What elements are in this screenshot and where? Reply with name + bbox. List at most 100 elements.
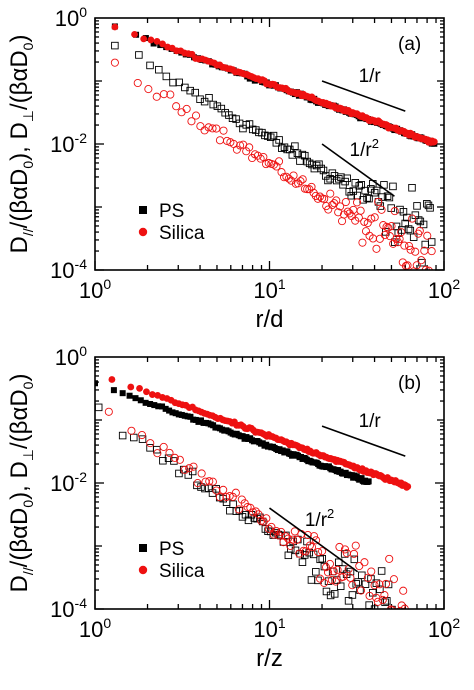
data-point xyxy=(212,124,221,133)
data-point xyxy=(373,597,382,606)
data-point xyxy=(374,197,383,206)
data-point xyxy=(118,431,127,440)
x-tick-label-exp: 2 xyxy=(452,276,460,292)
data-point xyxy=(281,532,290,541)
x-tick-label-exp: 1 xyxy=(278,615,286,631)
y-label-sub: 0 xyxy=(20,161,36,169)
data-point xyxy=(370,213,379,222)
x-tick-label-exp: 0 xyxy=(103,615,111,631)
data-point xyxy=(172,410,179,417)
y-tick-label-exp: 0 xyxy=(79,343,87,359)
data-point xyxy=(264,524,273,533)
data-point xyxy=(274,157,284,166)
data-point xyxy=(138,435,147,443)
data-point xyxy=(346,573,355,582)
data-point xyxy=(403,621,410,628)
x-axis-label-text: r/d xyxy=(255,306,283,333)
data-point xyxy=(204,123,213,132)
data-point xyxy=(325,559,335,568)
data-point xyxy=(144,85,153,94)
data-point xyxy=(187,117,196,126)
data-point xyxy=(376,585,384,594)
data-point xyxy=(284,534,293,543)
guide-label-base: 1/r xyxy=(359,411,382,432)
data-point xyxy=(318,554,327,563)
data-point xyxy=(385,232,394,241)
data-point xyxy=(222,136,232,145)
data-point xyxy=(147,401,154,408)
data-point xyxy=(301,151,309,160)
data-point xyxy=(404,483,412,490)
y-label-d: D xyxy=(6,575,33,592)
x-tick-label: 102 xyxy=(428,615,460,642)
data-point xyxy=(349,549,359,558)
data-point xyxy=(196,95,204,103)
data-point xyxy=(259,152,268,162)
guide-line xyxy=(321,80,406,112)
data-point xyxy=(424,201,433,210)
data-point xyxy=(146,61,154,70)
data-point xyxy=(331,577,340,586)
x-tick-label-base: 10 xyxy=(253,617,277,642)
data-point xyxy=(375,580,384,589)
data-point xyxy=(314,547,323,557)
data-point xyxy=(175,411,182,418)
x-tick-label-exp: 0 xyxy=(103,276,111,292)
data-point xyxy=(413,202,421,210)
data-point xyxy=(419,220,428,229)
data-point xyxy=(326,189,335,198)
x-tick-label-base: 10 xyxy=(428,617,452,642)
legend-marker xyxy=(139,206,147,214)
x-tick-label: 101 xyxy=(253,615,285,642)
data-point xyxy=(329,567,338,576)
data-point xyxy=(228,492,237,501)
data-point xyxy=(412,261,421,270)
data-point xyxy=(165,448,174,457)
data-point xyxy=(383,192,392,200)
data-point xyxy=(298,558,307,566)
y-tick-label-base: 10 xyxy=(50,258,74,283)
data-point xyxy=(337,217,347,226)
x-tick-label-base: 10 xyxy=(79,617,103,642)
data-point xyxy=(196,122,205,131)
data-point xyxy=(338,565,347,573)
guide-label-exp: 2 xyxy=(327,506,334,521)
data-point xyxy=(369,636,376,643)
data-point xyxy=(363,194,371,202)
data-point xyxy=(136,384,143,392)
data-point xyxy=(394,612,401,619)
data-point xyxy=(427,247,436,256)
data-point xyxy=(397,228,406,237)
data-point xyxy=(298,150,307,159)
data-point xyxy=(153,449,162,458)
data-point xyxy=(286,545,295,553)
data-point xyxy=(389,575,398,584)
x-tick-label-base: 10 xyxy=(428,278,452,303)
data-point xyxy=(380,231,389,240)
data-point xyxy=(363,626,370,633)
data-point xyxy=(146,439,155,448)
data-point xyxy=(365,194,373,203)
data-point xyxy=(312,568,320,576)
data-point xyxy=(359,612,366,619)
data-point xyxy=(191,111,201,120)
data-point xyxy=(341,197,350,207)
data-point xyxy=(323,568,333,577)
data-point xyxy=(225,492,234,501)
data-point xyxy=(395,641,402,648)
data-point xyxy=(405,241,414,251)
guide-line xyxy=(269,507,359,573)
data-point xyxy=(137,430,147,440)
data-point xyxy=(253,151,262,160)
data-point xyxy=(355,182,364,190)
data-point xyxy=(170,453,179,462)
data-point xyxy=(390,207,399,216)
data-point xyxy=(267,522,276,531)
data-point xyxy=(200,97,209,106)
data-point xyxy=(349,187,358,195)
y-label-sub: 0 xyxy=(20,42,36,50)
data-point xyxy=(159,403,166,410)
